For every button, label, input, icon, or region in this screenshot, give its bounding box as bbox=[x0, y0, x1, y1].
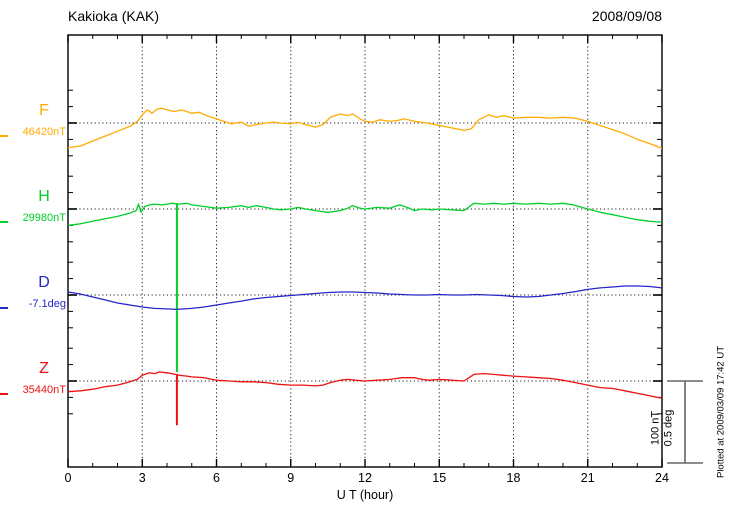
trace-Z bbox=[67, 371, 663, 399]
channel-H-value: 29980nT bbox=[22, 212, 66, 224]
x-tick-label-0: 0 bbox=[64, 471, 72, 485]
x-tick-labels: 0 3 6 9 12 15 18 21 24 bbox=[0, 471, 730, 487]
channel-Z-value: 35440nT bbox=[22, 384, 66, 396]
channel-Z-letter: Z bbox=[39, 360, 49, 377]
trace-D bbox=[67, 285, 663, 311]
channel-H-letter: H bbox=[38, 188, 50, 205]
x-tick-label-12: 12 bbox=[358, 471, 372, 485]
plot-border bbox=[67, 34, 663, 468]
channel-F-letter: F bbox=[39, 102, 49, 119]
channel-D-letter: D bbox=[38, 274, 50, 291]
trace-F bbox=[67, 107, 663, 150]
trace-H bbox=[67, 202, 663, 227]
channel-D-value: -7.1deg bbox=[28, 298, 66, 310]
scale-bar-nt: 100 nT bbox=[649, 410, 662, 446]
plotted-at-label: Plotted at 2009/03/09 17:42 UT bbox=[715, 345, 727, 479]
x-tick-label-15: 15 bbox=[432, 471, 447, 485]
x-tick-label-21: 21 bbox=[580, 471, 595, 485]
channel-F-value: 46420nT bbox=[22, 126, 66, 138]
x-tick-label-6: 6 bbox=[213, 471, 220, 485]
scale-bar-label: 100 nT 0.5 deg bbox=[649, 410, 674, 447]
x-tick-label-18: 18 bbox=[506, 471, 521, 485]
date-label: 2008/09/08 bbox=[591, 8, 662, 24]
x-tick-label-3: 3 bbox=[138, 471, 146, 485]
x-tick-label-24: 24 bbox=[655, 471, 669, 485]
x-tick-label-9: 9 bbox=[287, 471, 295, 485]
x-axis-label: U T (hour) bbox=[336, 488, 394, 502]
scale-bar-deg: 0.5 deg bbox=[662, 409, 674, 447]
station-title: Kakioka (KAK) bbox=[68, 8, 160, 24]
